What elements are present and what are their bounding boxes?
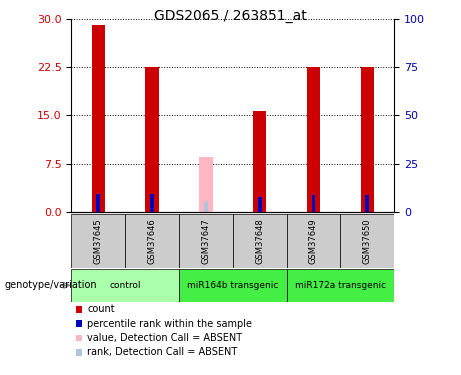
Bar: [204, 202, 208, 212]
Text: percentile rank within the sample: percentile rank within the sample: [88, 319, 253, 328]
Text: GSM37647: GSM37647: [201, 218, 210, 264]
Text: GSM37648: GSM37648: [255, 218, 264, 264]
Bar: [145, 67, 159, 212]
Bar: [287, 214, 340, 268]
Bar: [233, 214, 287, 268]
Bar: [366, 195, 369, 212]
Text: control: control: [110, 281, 141, 290]
Bar: [287, 269, 394, 302]
Text: count: count: [88, 304, 115, 314]
Bar: [253, 111, 266, 212]
Text: rank, Detection Call = ABSENT: rank, Detection Call = ABSENT: [88, 347, 238, 357]
Text: GSM37650: GSM37650: [363, 218, 372, 264]
Text: miR172a transgenic: miR172a transgenic: [295, 281, 386, 290]
Bar: [125, 214, 179, 268]
Text: GDS2065 / 263851_at: GDS2065 / 263851_at: [154, 9, 307, 23]
Bar: [258, 197, 261, 212]
Bar: [150, 195, 154, 212]
Bar: [179, 269, 287, 302]
Bar: [307, 67, 320, 212]
Text: miR164b transgenic: miR164b transgenic: [187, 281, 278, 290]
Bar: [71, 269, 179, 302]
Text: GSM37646: GSM37646: [148, 218, 157, 264]
Bar: [92, 25, 105, 212]
Text: value, Detection Call = ABSENT: value, Detection Call = ABSENT: [88, 333, 242, 343]
Text: GSM37645: GSM37645: [94, 218, 103, 264]
Text: GSM37649: GSM37649: [309, 218, 318, 264]
Bar: [96, 195, 100, 212]
Bar: [312, 195, 315, 212]
Bar: [361, 67, 374, 212]
Bar: [71, 214, 125, 268]
Bar: [340, 214, 394, 268]
Bar: [179, 214, 233, 268]
Text: genotype/variation: genotype/variation: [5, 280, 97, 290]
Bar: [199, 157, 213, 212]
